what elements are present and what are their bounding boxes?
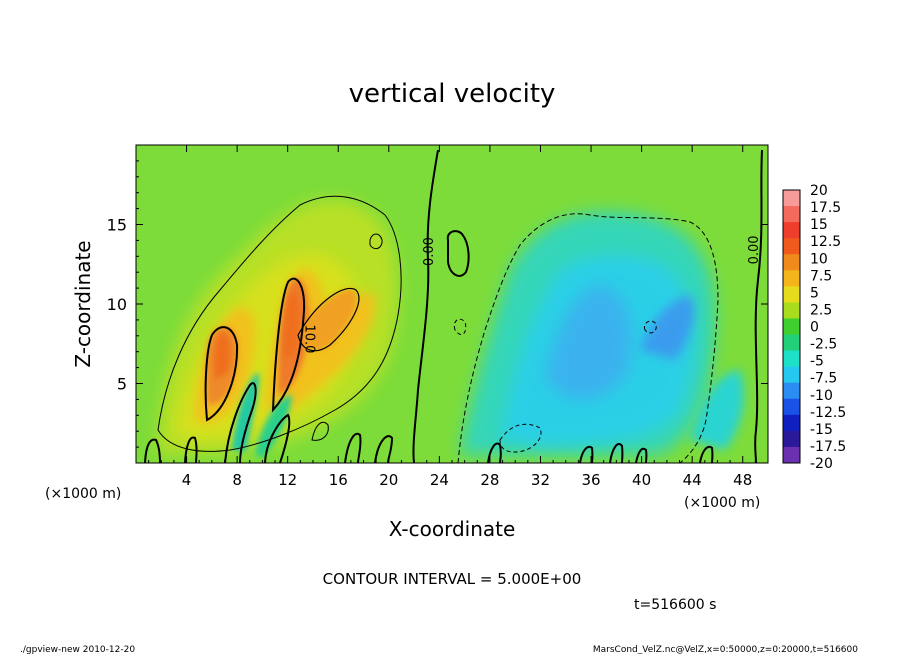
- x-tick-label: 4: [182, 471, 192, 489]
- colorbar-label: 7.5: [810, 268, 832, 284]
- colorbar-segment: [783, 254, 800, 271]
- contour-label: 0.00: [422, 237, 437, 266]
- colorbar-segment: [783, 190, 800, 207]
- colorbar-label: 2.5: [810, 302, 832, 318]
- colorbar-label: -12.5: [810, 405, 846, 421]
- x-tick-label: 24: [430, 471, 449, 489]
- colorbar-frame: [782, 189, 801, 464]
- colorbar-label: -20: [810, 456, 833, 472]
- colorbar-label: -15: [810, 422, 833, 438]
- colorbar-label: 12.5: [810, 234, 841, 250]
- x-tick-label: 32: [531, 471, 550, 489]
- colorbar-label: -7.5: [810, 371, 837, 387]
- colorbar-segment: [783, 238, 800, 255]
- colorbar-segment: [783, 414, 800, 432]
- colorbar-label: 15: [810, 217, 828, 233]
- colorbar-segment: [783, 430, 800, 448]
- colorbar-segment: [783, 302, 800, 319]
- y-tick-label: 5: [117, 375, 127, 394]
- colorbar-label: -2.5: [810, 337, 837, 353]
- colorbar-label: -5: [810, 354, 824, 370]
- x-axis-label: X-coordinate: [389, 517, 516, 541]
- x-tick-label: 48: [733, 471, 752, 489]
- colorbar-segment: [783, 382, 800, 400]
- colorbar-segment: [783, 398, 800, 416]
- chart-title: vertical velocity: [349, 79, 556, 109]
- x-tick-label: 12: [278, 471, 297, 489]
- y-axis: 5 10 15: [107, 160, 768, 448]
- time-text: t=516600 s: [634, 597, 716, 613]
- y-tick-label: 10: [107, 295, 127, 314]
- colorbar-label: 10: [810, 251, 828, 267]
- contour-interval-text: CONTOUR INTERVAL = 5.000E+00: [323, 570, 582, 588]
- x-tick-label: 8: [232, 471, 242, 489]
- x-unit-label-right: (×1000 m): [684, 495, 760, 511]
- colorbar-segment: [783, 366, 800, 384]
- x-tick-label: 44: [683, 471, 702, 489]
- colorbar-label: 17.5: [810, 200, 841, 216]
- contour-label: 10.0: [301, 325, 316, 354]
- plot-area: [136, 145, 768, 463]
- colorbar-segment: [783, 334, 800, 352]
- colorbar-segment: [783, 206, 800, 223]
- colorbar-segment: [783, 350, 800, 368]
- x-unit-label-left: (×1000 m): [45, 486, 121, 502]
- y-tick-label: 15: [107, 216, 127, 235]
- colorbar-label: 20: [810, 183, 828, 199]
- colorbar-segment: [783, 318, 800, 336]
- footer-right: MarsCond_VelZ.nc@VelZ,x=0:50000,z=0:2000…: [593, 645, 858, 654]
- colorbar-label: 5: [810, 285, 819, 301]
- x-tick-label: 16: [329, 471, 348, 489]
- y-axis-label: Z-coordinate: [71, 240, 95, 367]
- colorbar-label: 0: [810, 320, 819, 336]
- colorbar-label: -10: [810, 388, 833, 404]
- x-tick-label: 40: [632, 471, 651, 489]
- colorbar-segment: [783, 286, 800, 303]
- x-axis: 4 8 12 16 20 24 28 32 36 40 44 48: [148, 145, 756, 489]
- colorbar-segment: [783, 446, 800, 464]
- velocity-field: [158, 199, 745, 458]
- x-tick-label: 36: [581, 471, 600, 489]
- colorbar-label: -17.5: [810, 439, 846, 455]
- colorbar-segment: [783, 270, 800, 287]
- footer-left: ./gpview-new 2010-12-20: [20, 645, 135, 654]
- colorbar-segment: [783, 222, 800, 239]
- contour-lines: [144, 149, 763, 463]
- contour-label-layer: 0.00 10.0 0.00: [301, 235, 762, 353]
- x-tick-label: 28: [480, 471, 499, 489]
- x-tick-label: 20: [379, 471, 398, 489]
- contour-label: 0.00: [747, 235, 762, 264]
